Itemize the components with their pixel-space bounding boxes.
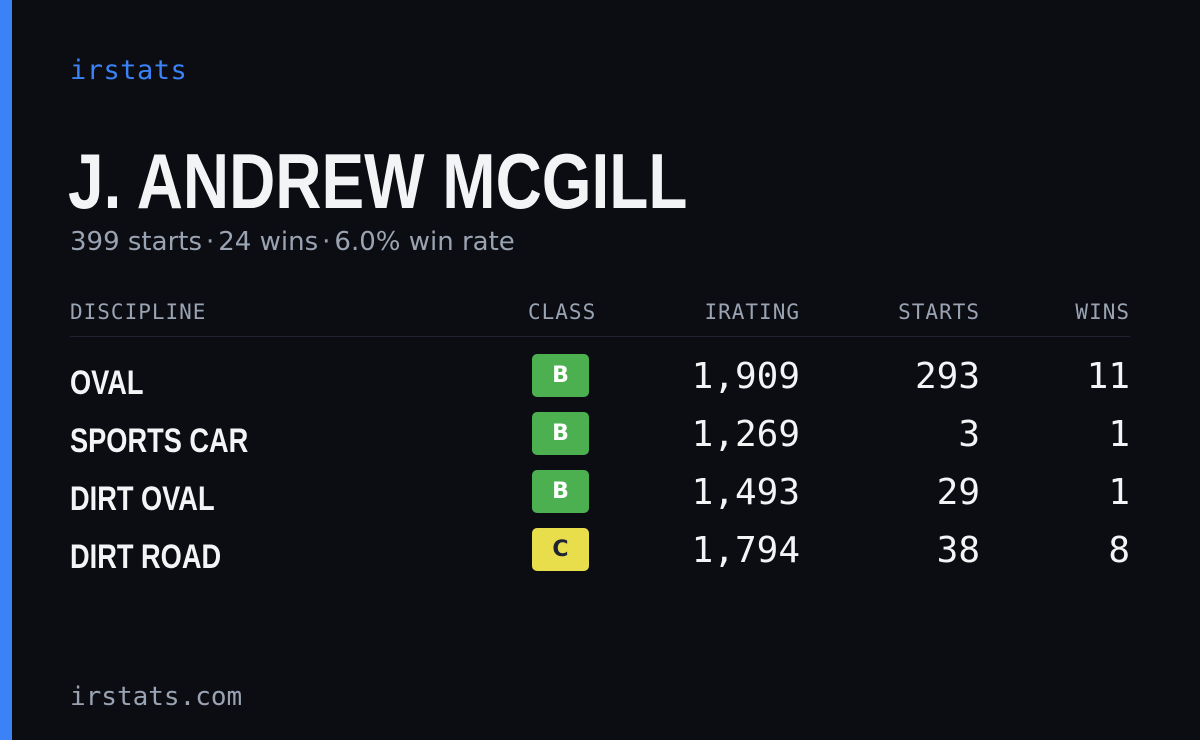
license-class-badge: B	[532, 470, 589, 513]
irating-value: 1,909	[691, 356, 800, 397]
wins-value: 1	[1108, 472, 1130, 513]
discipline-name: DIRT ROAD	[70, 538, 222, 576]
column-header-wins: WINS	[1075, 300, 1130, 324]
irating-value: 1,269	[691, 414, 800, 455]
column-header-discipline: DISCIPLINE	[70, 300, 207, 324]
column-header-starts: STARTS	[898, 300, 980, 324]
table-row: OVAL B 1,909 293 11	[0, 354, 1200, 412]
table-row: DIRT ROAD C 1,794 38 8	[0, 528, 1200, 586]
starts-value: 29	[936, 472, 980, 513]
summary-separator: ·	[206, 227, 215, 257]
footer-url: irstats.com	[70, 682, 243, 712]
license-class-badge: B	[532, 354, 589, 397]
accent-bar	[0, 0, 12, 740]
summary-separator: ·	[322, 227, 331, 257]
starts-value: 3	[958, 414, 980, 455]
summary-starts: 399 starts	[70, 227, 202, 257]
starts-value: 38	[936, 530, 980, 571]
wins-value: 1	[1108, 414, 1130, 455]
irating-value: 1,493	[691, 472, 800, 513]
column-header-irating: IRATING	[704, 300, 800, 324]
wins-value: 11	[1086, 356, 1130, 397]
summary-win-rate: 6.0% win rate	[334, 227, 515, 257]
driver-name: J. ANDREW MCGILL	[68, 137, 688, 225]
discipline-name: OVAL	[70, 364, 144, 402]
header-divider	[70, 336, 1130, 337]
wins-value: 8	[1108, 530, 1130, 571]
license-class-badge: C	[532, 528, 589, 571]
column-header-class: CLASS	[528, 300, 597, 324]
table-row: SPORTS CAR B 1,269 3 1	[0, 412, 1200, 470]
discipline-name: SPORTS CAR	[70, 422, 249, 460]
driver-summary: 399 starts · 24 wins · 6.0% win rate	[70, 227, 515, 257]
license-class-badge: B	[532, 412, 589, 455]
irating-value: 1,794	[691, 530, 800, 571]
table-row: DIRT OVAL B 1,493 29 1	[0, 470, 1200, 528]
starts-value: 293	[914, 356, 980, 397]
brand-logo-text: irstats	[70, 55, 188, 86]
discipline-name: DIRT OVAL	[70, 480, 215, 518]
summary-wins: 24 wins	[218, 227, 319, 257]
